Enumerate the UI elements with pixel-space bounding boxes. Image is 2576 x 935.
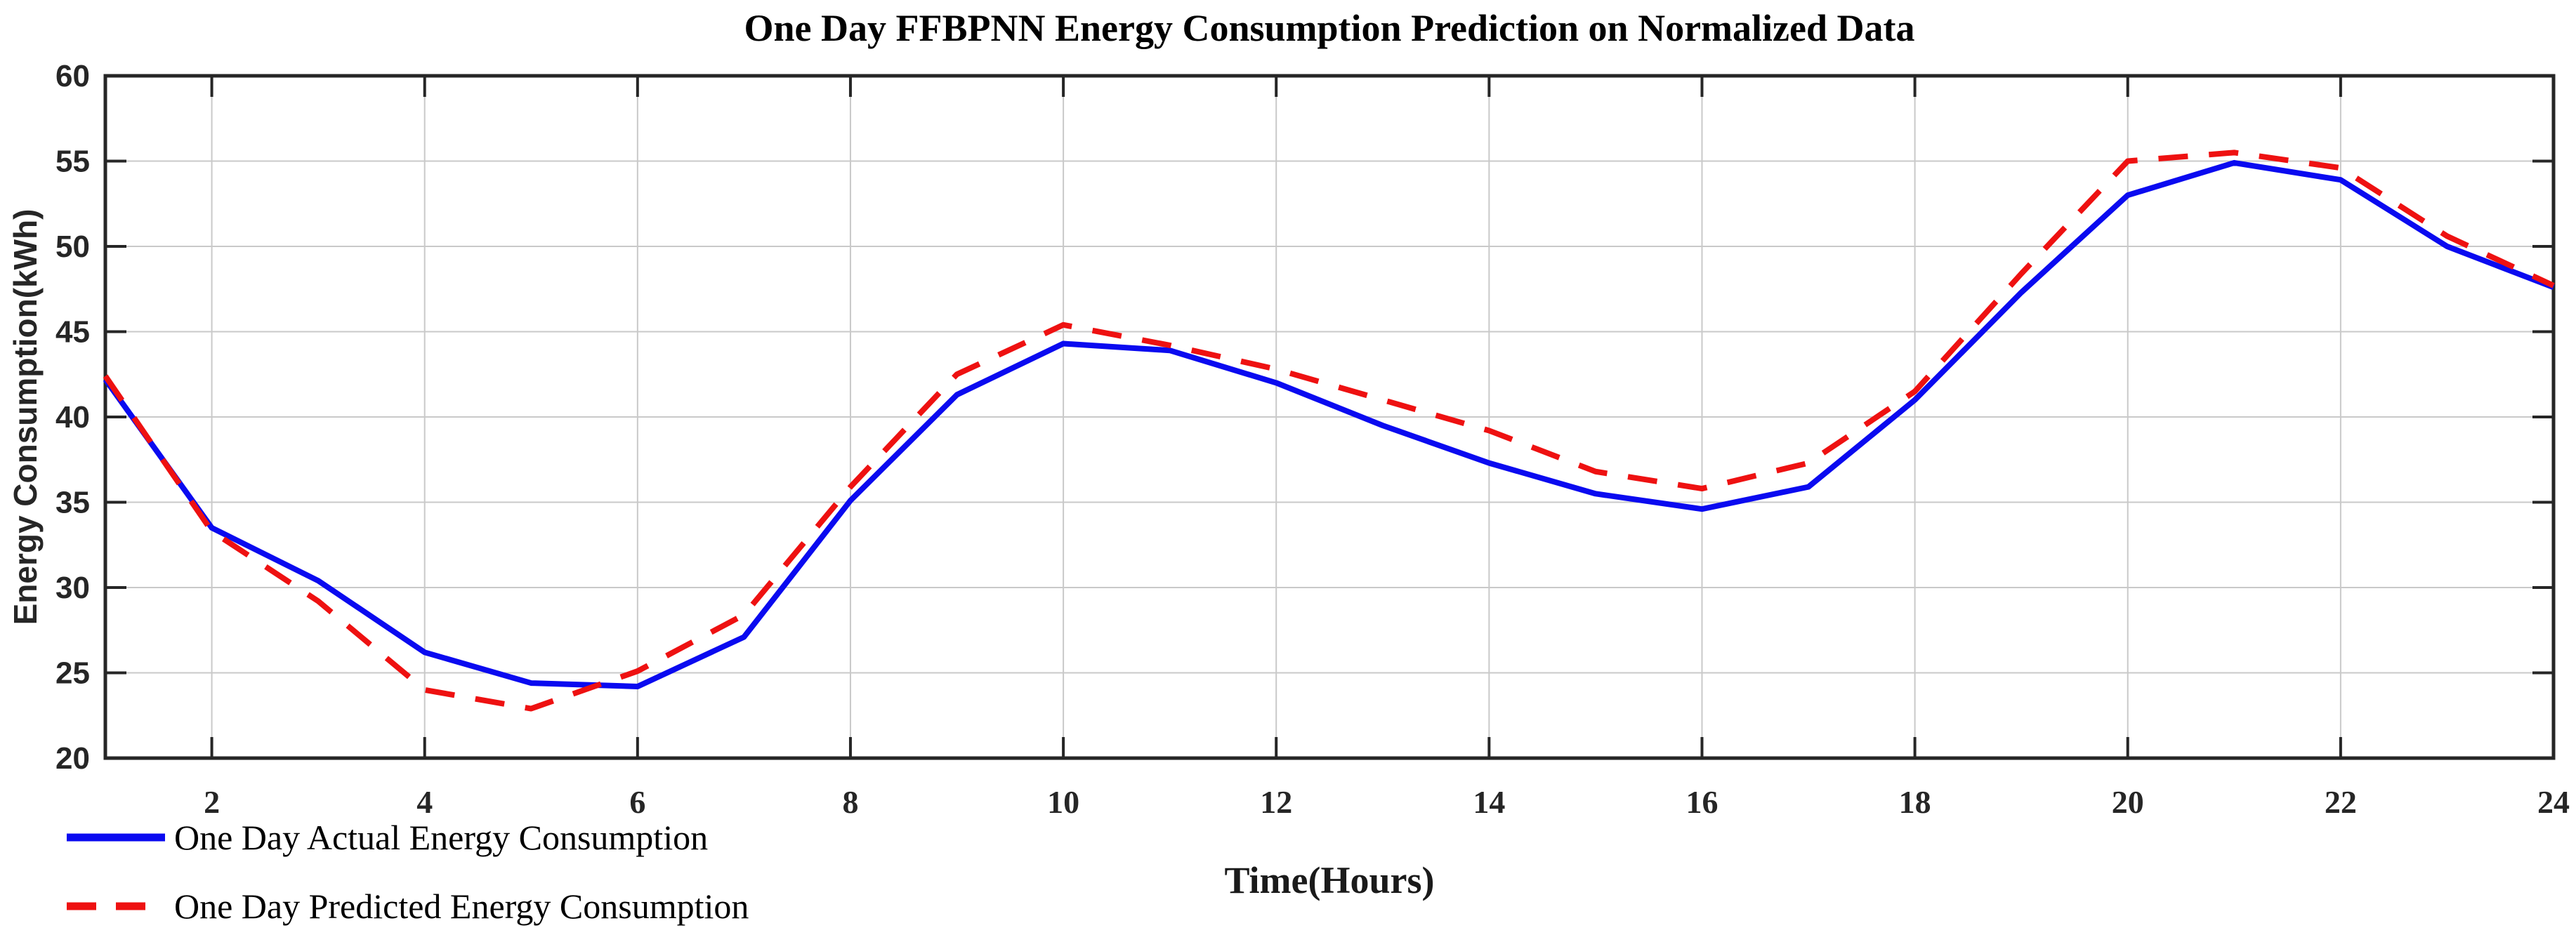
- series-lines: [103, 150, 2555, 712]
- legend: One Day Actual Energy Consumption One Da…: [67, 818, 749, 926]
- legend-label-predicted: One Day Predicted Energy Consumption: [174, 887, 749, 926]
- x-tick-label: 2: [204, 784, 220, 820]
- x-axis-label: Time(Hours): [1225, 859, 1435, 901]
- gridlines: [105, 76, 2554, 758]
- x-tick-label: 12: [1260, 784, 1292, 820]
- legend-item-predicted: One Day Predicted Energy Consumption: [67, 887, 749, 926]
- y-tick-label: 50: [55, 230, 90, 264]
- x-tick-label: 24: [2537, 784, 2570, 820]
- actual-series-line: [103, 159, 2555, 689]
- y-tick-label: 25: [55, 656, 90, 691]
- y-tick-label: 20: [55, 741, 90, 776]
- x-tick-label: 20: [2112, 784, 2144, 820]
- predicted-series-line: [103, 150, 2555, 712]
- y-tick-label: 55: [55, 145, 90, 179]
- x-tick-label: 18: [1899, 784, 1931, 820]
- y-tick-labels: 20 25 30 35 40 45 50 55 60: [55, 59, 90, 776]
- x-tick-labels: 2 4 6 8 10 12 14 16 18 20 22 24: [204, 784, 2570, 820]
- y-axis-label: Energy Consumption(kWh): [7, 209, 44, 625]
- y-tick-label: 60: [55, 59, 90, 93]
- x-tick-label: 16: [1685, 784, 1718, 820]
- legend-label-actual: One Day Actual Energy Consumption: [174, 818, 708, 857]
- y-tick-label: 35: [55, 486, 90, 520]
- y-tick-label: 45: [55, 315, 90, 350]
- x-tick-label: 8: [842, 784, 858, 820]
- x-tick-label: 10: [1047, 784, 1079, 820]
- tick-marks: [105, 76, 2554, 758]
- y-tick-label: 40: [55, 400, 90, 435]
- x-tick-label: 6: [629, 784, 645, 820]
- x-tick-label: 14: [1473, 784, 1505, 820]
- x-tick-label: 22: [2325, 784, 2357, 820]
- y-tick-label: 30: [55, 571, 90, 605]
- legend-item-actual: One Day Actual Energy Consumption: [67, 818, 708, 857]
- chart-title: One Day FFBPNN Energy Consumption Predic…: [744, 7, 1915, 49]
- x-tick-label: 4: [416, 784, 433, 820]
